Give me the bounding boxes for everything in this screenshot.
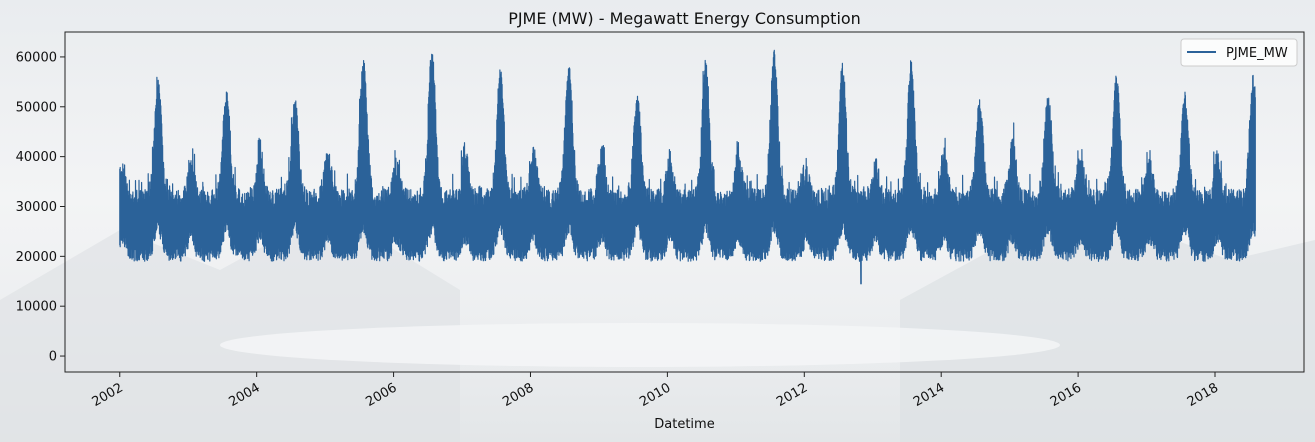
chart-title: PJME (MW) - Megawatt Energy Consumption <box>508 9 861 28</box>
y-tick-label: 50000 <box>16 100 57 115</box>
y-tick-label: 20000 <box>16 250 57 265</box>
legend: PJME_MW <box>1180 38 1298 67</box>
y-tick-label: 60000 <box>16 50 57 65</box>
x-tick-label: 2008 <box>500 380 536 410</box>
y-tick-label: 30000 <box>16 200 57 215</box>
bg-mountain-left <box>0 210 460 442</box>
y-tick-label: 40000 <box>16 150 57 165</box>
y-tick-label: 10000 <box>16 300 57 315</box>
bg-lake <box>220 323 1060 367</box>
y-axis: 0 10000 20000 30000 40000 50000 60000 <box>16 50 65 365</box>
legend-box <box>1180 38 1298 67</box>
background-landscape <box>0 210 1315 442</box>
y-tick-label: 0 <box>49 350 57 365</box>
bg-mountain-right <box>900 220 1315 442</box>
series-layer <box>119 49 1256 285</box>
legend-label: PJME_MW <box>1226 46 1288 61</box>
x-tick-label: 2010 <box>637 380 673 410</box>
x-tick-label: 2012 <box>774 380 810 410</box>
plot-frame <box>64 31 1305 373</box>
x-axis-label: Datetime <box>654 417 714 432</box>
series-line-pjme-mw <box>119 49 1256 285</box>
